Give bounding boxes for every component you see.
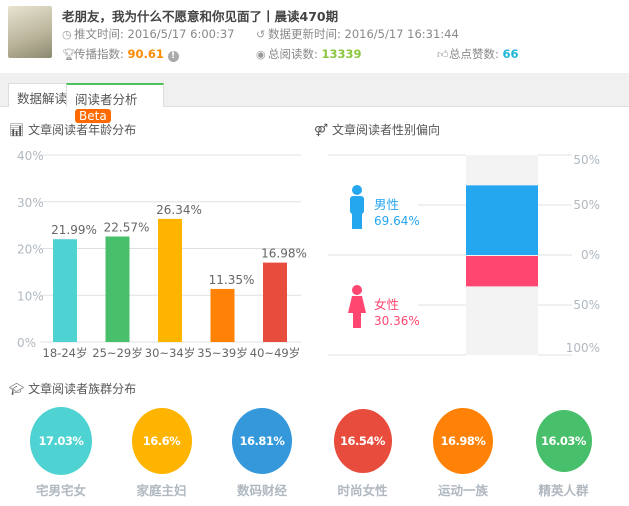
tab-bar: 数据解读 阅读者分析 Beta bbox=[0, 73, 629, 123]
total-likes: 👍︎总点赞数: 66 bbox=[437, 47, 519, 61]
male-icon bbox=[350, 196, 364, 214]
group-circle: 17.03% bbox=[30, 407, 92, 475]
group-label: 数码财经 bbox=[236, 483, 287, 498]
female-icon bbox=[348, 296, 366, 313]
publish-time: ◷ 推文时间: 2016/5/17 6:00:37 bbox=[62, 27, 235, 41]
total-reads: ◉ 总阅读数: 13339 bbox=[256, 47, 362, 61]
group-percent: 16.81% bbox=[239, 434, 285, 448]
group-percent: 16.03% bbox=[541, 434, 586, 448]
male-bar bbox=[466, 185, 538, 255]
group-label: 时尚女性 bbox=[337, 483, 388, 498]
axis-label: 50% bbox=[573, 153, 600, 167]
group-circle: 16.98% bbox=[433, 408, 493, 474]
y-tick-label: 40% bbox=[17, 149, 44, 163]
age-bar bbox=[158, 218, 182, 342]
axis-label: 50% bbox=[573, 198, 600, 212]
male-icon bbox=[352, 210, 362, 229]
article-title: 老朋友，我为什么不愿意和你见面了丨晨读470期 bbox=[62, 9, 339, 24]
history-icon: ↺ bbox=[256, 28, 266, 41]
value-label: 26.34% bbox=[156, 203, 202, 217]
value-label: 22.57% bbox=[104, 220, 150, 234]
value-label: 21.99% bbox=[51, 223, 97, 237]
male-label: 男性 bbox=[374, 197, 399, 212]
bar-chart-icon: 📊︎ bbox=[9, 123, 25, 137]
value-label: 16.98% bbox=[261, 247, 307, 261]
spread-index: 🏆︎传播指数: 90.61 ! bbox=[62, 46, 179, 62]
gender-section-title: ⚤ 文章阅读者性别偏向 bbox=[314, 123, 440, 137]
group-label: 家庭主妇 bbox=[136, 483, 187, 498]
x-tick-label: 25~29岁 bbox=[92, 346, 142, 360]
gender-icon: ⚤ bbox=[314, 123, 329, 137]
y-tick-label: 0% bbox=[17, 336, 36, 350]
group-circle: 16.81% bbox=[232, 408, 292, 474]
male-percent: 69.64% bbox=[374, 214, 420, 228]
update-time: ↺ 数据更新时间: 2016/5/17 16:31:44 bbox=[256, 27, 459, 41]
age-chart: 0% 10% 20% 30% 40% 21.99% 18-24岁 22.57% 25~29岁 26… bbox=[17, 149, 307, 360]
female-icon bbox=[353, 312, 361, 328]
group-circle: 16.03% bbox=[535, 410, 592, 472]
graduation-cap-icon: 🎓︎ bbox=[9, 382, 25, 396]
age-bar bbox=[210, 288, 235, 342]
group-label: 精英人群 bbox=[538, 483, 589, 498]
age-bar bbox=[53, 239, 77, 342]
male-icon bbox=[352, 185, 362, 195]
trophy-icon: 🏆︎ bbox=[62, 48, 76, 61]
group-circle: 16.6% bbox=[131, 408, 192, 474]
group-percent: 16.98% bbox=[440, 434, 486, 448]
female-icon bbox=[352, 285, 362, 295]
eye-icon: ◉ bbox=[256, 48, 266, 61]
clock-icon: ◷ bbox=[62, 28, 72, 41]
tab-data-interpretation[interactable]: 数据解读 bbox=[8, 83, 77, 107]
gender-chart: 50% 50% 0% 50% 100% 男性 69.64% 女性 30.36% bbox=[328, 153, 600, 356]
group-label: 运动一族 bbox=[437, 483, 488, 498]
female-bar bbox=[466, 256, 538, 287]
axis-label: 0% bbox=[581, 248, 600, 262]
y-tick-label: 30% bbox=[17, 196, 44, 210]
age-bar bbox=[263, 262, 287, 342]
beta-badge: Beta bbox=[75, 109, 111, 123]
female-label: 女性 bbox=[374, 297, 399, 312]
groups-section-title: 🎓︎ 文章阅读者族群分布 bbox=[9, 382, 137, 396]
age-section-title: 📊︎ 文章阅读者年龄分布 bbox=[9, 123, 137, 137]
x-tick-label: 18-24岁 bbox=[43, 346, 88, 360]
female-percent: 30.36% bbox=[374, 314, 420, 328]
axis-label: 100% bbox=[566, 341, 600, 355]
x-tick-label: 35~39岁 bbox=[197, 346, 247, 360]
tab-reader-analysis[interactable]: 阅读者分析 Beta bbox=[66, 83, 164, 123]
x-tick-label: 30~34岁 bbox=[145, 346, 195, 360]
y-tick-label: 20% bbox=[17, 243, 44, 257]
info-icon[interactable]: ! bbox=[167, 51, 179, 62]
group-circle: 16.54% bbox=[333, 409, 392, 473]
y-tick-label: 10% bbox=[17, 289, 44, 303]
thumbs-up-icon: 👍︎ bbox=[437, 48, 449, 61]
group-label: 宅男宅女 bbox=[35, 483, 86, 498]
value-label: 11.35% bbox=[209, 273, 255, 287]
axis-label: 50% bbox=[573, 298, 600, 312]
x-tick-label: 40~49岁 bbox=[250, 346, 300, 360]
group-percent: 17.03% bbox=[38, 434, 84, 448]
group-percent: 16.6% bbox=[142, 434, 181, 448]
article-thumbnail bbox=[8, 6, 52, 58]
group-percent: 16.54% bbox=[340, 434, 385, 448]
age-bar bbox=[105, 236, 130, 342]
